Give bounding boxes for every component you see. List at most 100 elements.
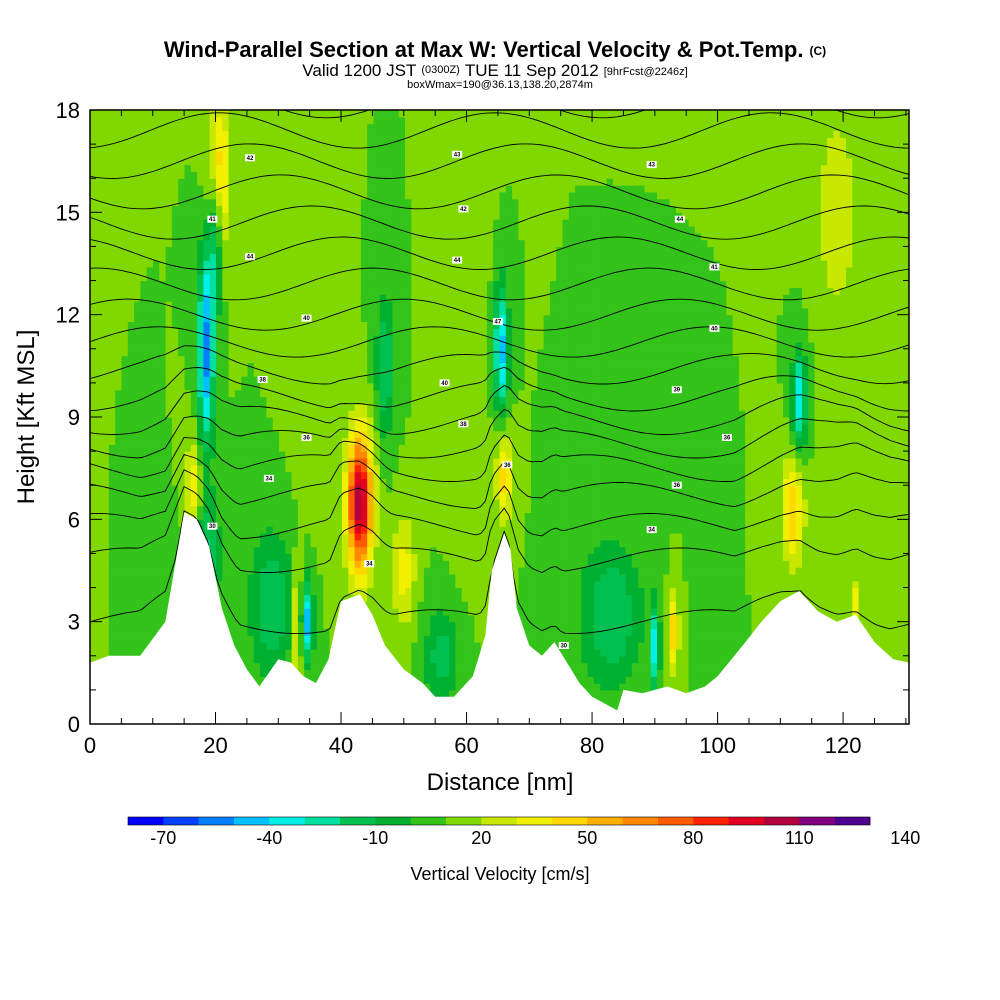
velocity-cell [675,601,683,609]
velocity-cell [524,580,532,589]
velocity-cell [234,526,242,534]
velocity-cell [568,478,576,486]
velocity-cell [216,471,223,479]
velocity-cell [568,519,576,527]
velocity-cell [531,567,538,575]
velocity-cell [871,587,879,595]
velocity-cell [398,539,406,548]
velocity-cell [474,519,482,527]
velocity-cell [411,553,419,561]
velocity-cell [222,539,230,548]
velocity-cell [272,621,280,630]
velocity-cell [568,526,576,534]
velocity-cell [153,628,160,636]
velocity-cell [663,655,671,664]
velocity-cell [430,573,438,582]
velocity-cell [581,512,589,520]
velocity-cell [411,464,419,473]
velocity-cell [669,464,677,473]
velocity-cell [272,594,280,602]
velocity-cell [442,608,450,616]
velocity-cell [600,532,608,541]
velocity-cell [720,635,727,643]
velocity-cell [436,608,444,616]
velocity-cell [688,478,696,486]
velocity-cell [241,614,249,623]
velocity-cell [738,526,746,534]
velocity-cell [455,601,463,609]
velocity-cell [707,539,715,548]
velocity-cell [732,492,740,500]
velocity-cell [701,676,708,684]
velocity-cell [902,560,909,568]
velocity-cell [304,587,312,595]
velocity-cell [877,608,885,616]
velocity-cell [864,553,872,561]
velocity-cell [751,512,759,520]
velocity-cell [348,526,356,534]
velocity-cell [115,621,123,630]
velocity-cell [209,485,217,493]
velocity-cell [549,505,557,514]
velocity-cell [537,648,545,657]
velocity-cell [663,573,671,582]
velocity-cell [720,519,727,527]
velocity-cell [367,553,375,561]
velocity-cell [228,539,236,548]
velocity-cell [310,580,318,589]
velocity-cell [827,587,834,595]
velocity-cell [449,683,456,691]
velocity-cell [323,553,330,561]
velocity-cell [360,580,368,589]
velocity-cell [707,492,715,500]
velocity-cell [241,532,249,541]
velocity-cell [342,478,349,486]
velocity-cell [587,676,595,684]
velocity-cell [556,519,564,527]
velocity-cell [657,608,664,616]
velocity-cell [732,505,740,514]
velocity-cell [745,464,753,473]
velocity-cell [108,471,116,479]
velocity-cell [657,478,664,486]
velocity-cell [222,567,230,575]
velocity-cell [713,567,721,575]
velocity-cell [808,478,816,486]
velocity-cell [335,519,343,527]
velocity-cell [323,560,330,568]
velocity-cell [606,539,614,548]
velocity-cell [682,526,690,534]
velocity-cell [96,519,104,527]
velocity-cell [858,505,866,514]
velocity-cell [575,587,582,595]
velocity-cell [694,594,702,602]
velocity-cell [701,560,708,568]
velocity-cell [247,580,255,589]
velocity-cell [323,457,330,466]
velocity-cell [411,457,419,466]
velocity-cell [146,567,154,575]
velocity-cell [783,560,790,568]
velocity-cell [575,512,582,520]
velocity-cell [669,580,677,589]
velocity-cell [417,539,425,548]
velocity-cell [323,546,330,555]
velocity-cell [638,573,645,582]
velocity-cell [852,601,860,609]
velocity-cell [121,648,129,657]
velocity-cell [669,498,677,507]
velocity-cell [323,505,330,514]
velocity-cell [398,560,406,568]
velocity-cell [291,642,299,650]
velocity-cell [392,587,400,595]
velocity-cell [663,594,671,602]
velocity-cell [285,505,293,514]
velocity-cell [140,485,148,493]
velocity-cell [619,621,627,630]
velocity-cell [335,478,343,486]
velocity-cell [153,573,160,582]
velocity-cell [833,492,841,500]
velocity-cell [455,614,463,623]
velocity-cell [323,594,330,602]
velocity-cell [411,492,419,500]
